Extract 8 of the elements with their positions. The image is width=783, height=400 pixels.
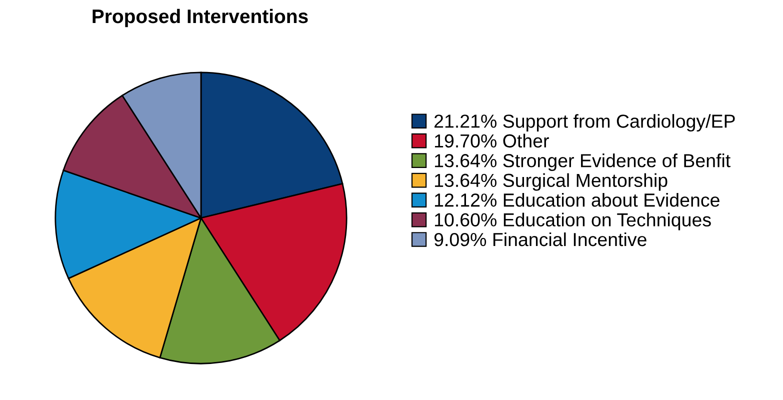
legend-label: 21.21% Support from Cardiology/EP (434, 114, 735, 132)
legend-label: 12.12% Education about Evidence (434, 192, 720, 207)
legend-label: 13.64% Stronger Evidence of Benfit (434, 154, 730, 172)
legend-label: 9.09% Financial Incentive (434, 232, 646, 246)
legend-label: 13.64% Surgical Mentorship (434, 173, 668, 191)
legend-label: 19.70% Other (434, 134, 549, 148)
chart-title: Proposed Interventions (92, 8, 308, 28)
legend-label: 10.60% Education on Techniques (434, 212, 711, 230)
